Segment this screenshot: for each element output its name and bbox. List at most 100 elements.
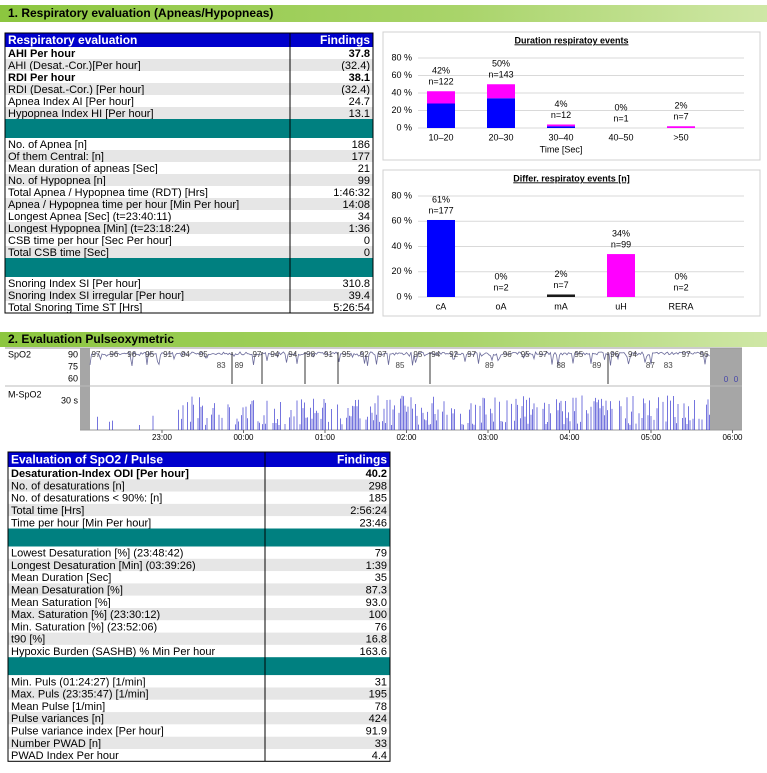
row-label: Desaturation-Index ODI [Per hour] [11,468,189,480]
row-label: Mean Pulse [1/min] [11,701,105,713]
row-value: 99 [358,175,370,187]
count-label: n=2 [673,282,688,292]
bar-segment [487,98,515,128]
row-value: 195 [369,689,387,701]
separator-row [8,657,390,676]
bar [427,219,455,297]
row-label: RDI (Desat.-Cor.) [Per hour] [8,84,144,96]
count-label: n=122 [428,77,453,87]
bar-label: 4% [554,99,567,109]
trace-annotation: 89 [485,361,494,370]
trace-annotation: 91 [163,350,172,359]
bar-segment [667,126,695,128]
row-label: Total Apnea / Hypopnea time (RDT) [Hrs] [8,187,208,199]
time-tick-label: 04:00 [559,433,580,442]
row-value: (32.4) [341,84,370,96]
x-tick-label: 20–30 [488,132,513,142]
section-title: 1. Respiratory evaluation (Apneas/Hypopn… [8,6,273,20]
row-label: Snoring Index SI irregular [Per hour] [8,290,184,302]
table-row [5,71,373,83]
row-label: Snoring Index SI [Per hour] [8,278,141,290]
trace-annotation: 89 [235,361,244,370]
row-label: No. of Apnea [n] [8,139,87,151]
table-row [5,186,373,198]
table-border [7,451,391,762]
x-tick-label: 10–20 [428,132,453,142]
time-tick-label: 00:00 [233,433,254,442]
row-label: Min. Saturation [%] (23:52:06) [11,621,157,633]
count-label: n=2 [493,282,508,292]
trace-annotation: 94 [288,350,297,359]
row-value: 16.8 [366,634,387,646]
count-label: n=143 [488,70,513,80]
trace-annotation: 96 [610,350,619,359]
table-row [8,712,390,725]
trace-annotation: 97 [467,350,476,359]
row-label: PWAD Index Per hour [11,750,119,762]
table-row [8,583,390,596]
table-border [4,32,374,314]
row-label: Apnea Index AI [Per hour] [8,96,134,108]
row-value: 31 [375,676,387,688]
count-label: n=7 [673,112,688,122]
time-tick-label: 03:00 [478,433,499,442]
row-value: 424 [369,713,387,725]
table-row [5,59,373,71]
header-cell: Respiratory evaluation [8,33,137,47]
row-label: Number PWAD [n] [11,738,101,750]
spo2-trace [89,350,710,366]
table-row [5,210,373,222]
row-label: Longest Desaturation [Min] (03:39:26) [11,560,196,572]
table-row [8,571,390,584]
row-value: 40.2 [366,468,387,480]
table-row [5,150,373,162]
table-row [8,736,390,749]
row-label: CSB time per hour [Sec Per hour] [8,235,172,247]
trace-annotation: 97 [682,350,691,359]
trace-annotation: 97 [378,350,387,359]
end-value: 0 [734,375,739,384]
channel-label: SpO2 [8,349,31,359]
gray-band [710,348,742,430]
chart-title: Differ. respiratoy events [n] [513,173,630,183]
row-value: 186 [352,139,370,151]
trace-annotation: 97 [92,350,101,359]
table-row [5,246,373,258]
trace-annotation: 85 [396,361,405,370]
row-label: Longest Apnea [Sec] (t=23:40:11) [8,211,171,223]
trace-annotation: 83 [664,361,673,370]
row-value: 33 [375,738,387,750]
row-value: 39.4 [349,290,370,302]
row-value: 1:36 [349,223,370,235]
time-tick-label: 06:00 [722,433,743,442]
table-row [5,301,373,313]
trace-annotation: 95 [574,350,583,359]
row-label: AHI Per hour [8,48,76,60]
row-value: 13.1 [349,108,370,120]
trace-annotation: 97 [539,350,548,359]
table-row [5,138,373,150]
row-value: 5:26:54 [333,302,370,314]
y-tick-label: 40 % [391,241,412,251]
y-tick-label: 20 % [391,105,412,115]
trace-annotation: 83 [217,361,226,370]
row-label: Pulse variance index [Per hour] [11,725,164,737]
row-value: 1:46:32 [333,187,370,199]
y-tick-label: 20 % [391,266,412,276]
table-row [8,479,390,492]
table-row [5,107,373,119]
row-label: Mean Saturation [%] [11,597,111,609]
trace-annotation: 95 [199,350,208,359]
row-value: 23:46 [359,517,387,529]
trace-annotation: 98 [306,350,315,359]
table-row [8,558,390,572]
row-value: 1:39 [366,560,387,572]
row-value: 35 [375,572,387,584]
row-label: Max. Saturation [%] (23:30:12) [11,609,160,621]
trace-annotation: 96 [127,350,136,359]
table-row [5,289,373,301]
row-value: 185 [369,493,387,505]
trace-annotation: 91 [324,350,333,359]
x-tick-label: oA [495,301,506,311]
row-label: Total time [Hrs] [11,505,84,517]
